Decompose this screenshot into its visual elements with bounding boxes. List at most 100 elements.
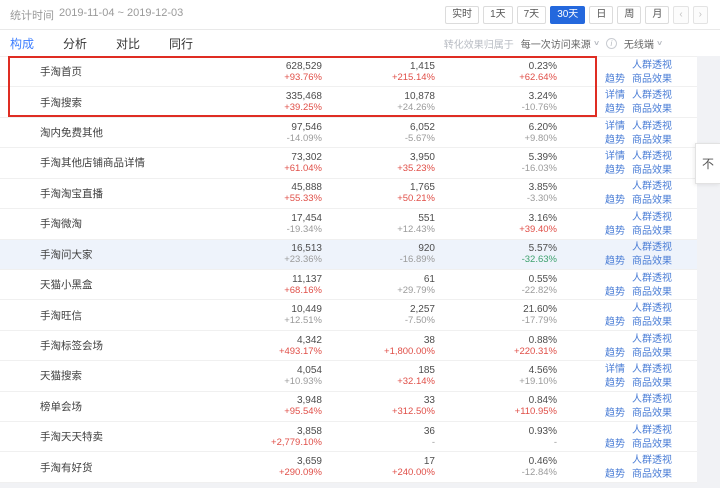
range-button[interactable]: 7天 — [516, 5, 547, 24]
row-link[interactable]: 趋势 — [605, 317, 625, 329]
table-row[interactable]: 手淘问大家 16,513 +23.36% 920 -16.89% 5.57% -… — [0, 239, 720, 270]
row-link[interactable]: 商品效果 — [632, 256, 672, 268]
table-row[interactable]: 天猫搜索 4,054 +10.93% 185 +32.14% 4.56% +19… — [0, 361, 720, 392]
row-link[interactable]: 商品效果 — [632, 377, 672, 389]
table-row[interactable]: 手淘标签会场 4,342 +493.17% 38 +1,800.00% 0.88… — [0, 331, 720, 362]
buyers-value: 6,052 — [409, 121, 435, 133]
table-row[interactable]: 手淘旺信 10,449 +12.51% 2,257 -7.50% 21.60% … — [0, 300, 720, 331]
table-row[interactable]: 淘内免费其他 97,546 -14.09% 6,052 -5.67% 6.20%… — [0, 118, 720, 149]
info-icon[interactable]: i — [605, 37, 617, 49]
row-link[interactable]: 趋势 — [605, 347, 625, 359]
buyers-cell: 185 +32.14% — [322, 365, 435, 387]
tab-同行[interactable]: 同行 — [169, 36, 194, 51]
row-link[interactable]: 人群透视 — [632, 424, 672, 436]
row-link[interactable]: 商品效果 — [632, 347, 672, 359]
visitors-cell: 3,948 +95.54% — [220, 395, 322, 417]
row-link[interactable]: 商品效果 — [632, 438, 672, 450]
conversion-change: +110.95% — [514, 406, 557, 418]
row-actions-bottom: 趋势 商品效果 — [557, 224, 672, 238]
row-link[interactable]: 商品效果 — [632, 134, 672, 146]
tab-对比[interactable]: 对比 — [116, 36, 141, 51]
tab-分析[interactable]: 分析 — [63, 36, 88, 51]
range-nav-button[interactable]: ‹ — [673, 5, 689, 24]
row-actions: 详情 人群透视 趋势 商品效果 — [557, 362, 672, 390]
row-link[interactable]: 商品效果 — [632, 408, 672, 420]
row-link[interactable]: 人群透视 — [632, 303, 672, 315]
conversion-change: +9.80% — [524, 132, 558, 144]
row-actions: 人群透视 趋势 商品效果 — [557, 453, 672, 481]
row-link[interactable]: 人群透视 — [632, 242, 672, 254]
row-actions-top: 人群透视 — [557, 392, 672, 406]
row-link[interactable]: 人群透视 — [632, 394, 672, 406]
table-row[interactable]: 天猫小黑盒 11,137 +68.16% 61 +29.79% 0.55% -2… — [0, 270, 720, 301]
range-button[interactable]: 30天 — [550, 5, 586, 24]
tab-构成[interactable]: 构成 — [10, 36, 35, 51]
range-button[interactable]: 实时 — [445, 5, 480, 24]
row-link[interactable]: 趋势 — [605, 469, 625, 481]
row-actions-bottom: 趋势 商品效果 — [557, 467, 672, 481]
table-row[interactable]: 手淘其他店铺商品详情 73,302 +61.04% 3,950 +35.23% … — [0, 148, 720, 179]
row-link[interactable]: 人群透视 — [632, 272, 672, 284]
conversion-change: -32.63% — [521, 254, 557, 266]
row-link[interactable]: 详情 — [605, 90, 625, 102]
range-nav-button[interactable]: › — [692, 5, 708, 24]
range-button[interactable]: 周 — [617, 5, 642, 24]
table-row[interactable]: 手淘有好货 3,659 +290.09% 17 +240.00% 0.46% -… — [0, 452, 720, 483]
row-link[interactable]: 人群透视 — [632, 120, 672, 132]
conversion-value: 5.57% — [528, 243, 557, 255]
row-link[interactable]: 人群透视 — [632, 363, 672, 375]
row-link[interactable]: 人群透视 — [632, 211, 672, 223]
row-link[interactable]: 人群透视 — [632, 59, 672, 71]
row-link[interactable]: 商品效果 — [632, 317, 672, 329]
row-link[interactable]: 趋势 — [605, 256, 625, 268]
row-actions-bottom: 趋势 商品效果 — [557, 406, 672, 420]
row-link[interactable]: 趋势 — [605, 104, 625, 116]
row-link[interactable]: 趋势 — [605, 286, 625, 298]
row-link[interactable]: 趋势 — [605, 377, 625, 389]
range-button[interactable]: 日 — [589, 5, 614, 24]
table-row[interactable]: 手淘搜索 335,468 +39.25% 10,878 +24.26% 3.24… — [0, 87, 720, 118]
row-actions: 人群透视 趋势 商品效果 — [557, 301, 672, 329]
row-link[interactable]: 趋势 — [605, 134, 625, 146]
table-row[interactable]: 手淘淘宝直播 45,888 +55.33% 1,765 +50.21% 3.85… — [0, 179, 720, 210]
table-row[interactable]: 手淘微淘 17,454 -19.34% 551 +12.43% 3.16% +3… — [0, 209, 720, 240]
row-link[interactable]: 商品效果 — [632, 195, 672, 207]
range-button[interactable]: 月 — [645, 5, 670, 24]
row-link[interactable]: 趋势 — [605, 73, 625, 85]
row-link[interactable]: 商品效果 — [632, 73, 672, 85]
conversion-value: 21.60% — [523, 304, 557, 316]
attribution-select[interactable]: 每一次访问来源 ∨ — [521, 36, 600, 51]
table-row[interactable]: 手淘天天特卖 3,858 +2,779.10% 36 - 0.93% - 人群透… — [0, 422, 720, 453]
table-row[interactable]: 榜单会场 3,948 +95.54% 33 +312.50% 0.84% +11… — [0, 392, 720, 423]
row-link[interactable]: 趋势 — [605, 408, 625, 420]
tabs: 构成 分析 对比 同行 — [10, 35, 193, 52]
range-button[interactable]: 1天 — [483, 5, 513, 24]
conversion-cell: 0.93% - — [435, 426, 557, 448]
row-link[interactable]: 人群透视 — [632, 455, 672, 467]
visitors-change: +290.09% — [278, 467, 322, 479]
row-link[interactable]: 趋势 — [605, 225, 625, 237]
floating-side-button[interactable]: 不 — [695, 143, 720, 184]
row-link[interactable]: 商品效果 — [632, 164, 672, 176]
row-link[interactable]: 人群透视 — [632, 90, 672, 102]
row-link[interactable]: 趋势 — [605, 438, 625, 450]
channel-name: 淘内免费其他 — [40, 127, 103, 140]
row-link[interactable]: 详情 — [605, 150, 625, 162]
visitors-change: +2,779.10% — [271, 436, 322, 448]
row-link[interactable]: 商品效果 — [632, 104, 672, 116]
table-row[interactable]: 手淘首页 628,529 +93.76% 1,415 +215.14% 0.23… — [0, 57, 720, 88]
row-link[interactable]: 商品效果 — [632, 225, 672, 237]
row-link[interactable]: 趋势 — [605, 164, 625, 176]
row-link[interactable]: 商品效果 — [632, 469, 672, 481]
row-link[interactable]: 商品效果 — [632, 286, 672, 298]
terminal-select[interactable]: 无线端 ∨ — [624, 36, 663, 51]
row-link[interactable]: 趋势 — [605, 195, 625, 207]
row-actions-top: 人群透视 — [557, 332, 672, 346]
row-link[interactable]: 人群透视 — [632, 333, 672, 345]
buyers-change: +32.14% — [397, 375, 435, 387]
row-link[interactable]: 人群透视 — [632, 150, 672, 162]
row-link[interactable]: 详情 — [605, 363, 625, 375]
row-link[interactable]: 详情 — [605, 120, 625, 132]
topbar: 统计时间 2019-11-04 ~ 2019-12-03 实时 1天 7天 30天日周… — [0, 0, 720, 30]
row-link[interactable]: 人群透视 — [632, 181, 672, 193]
